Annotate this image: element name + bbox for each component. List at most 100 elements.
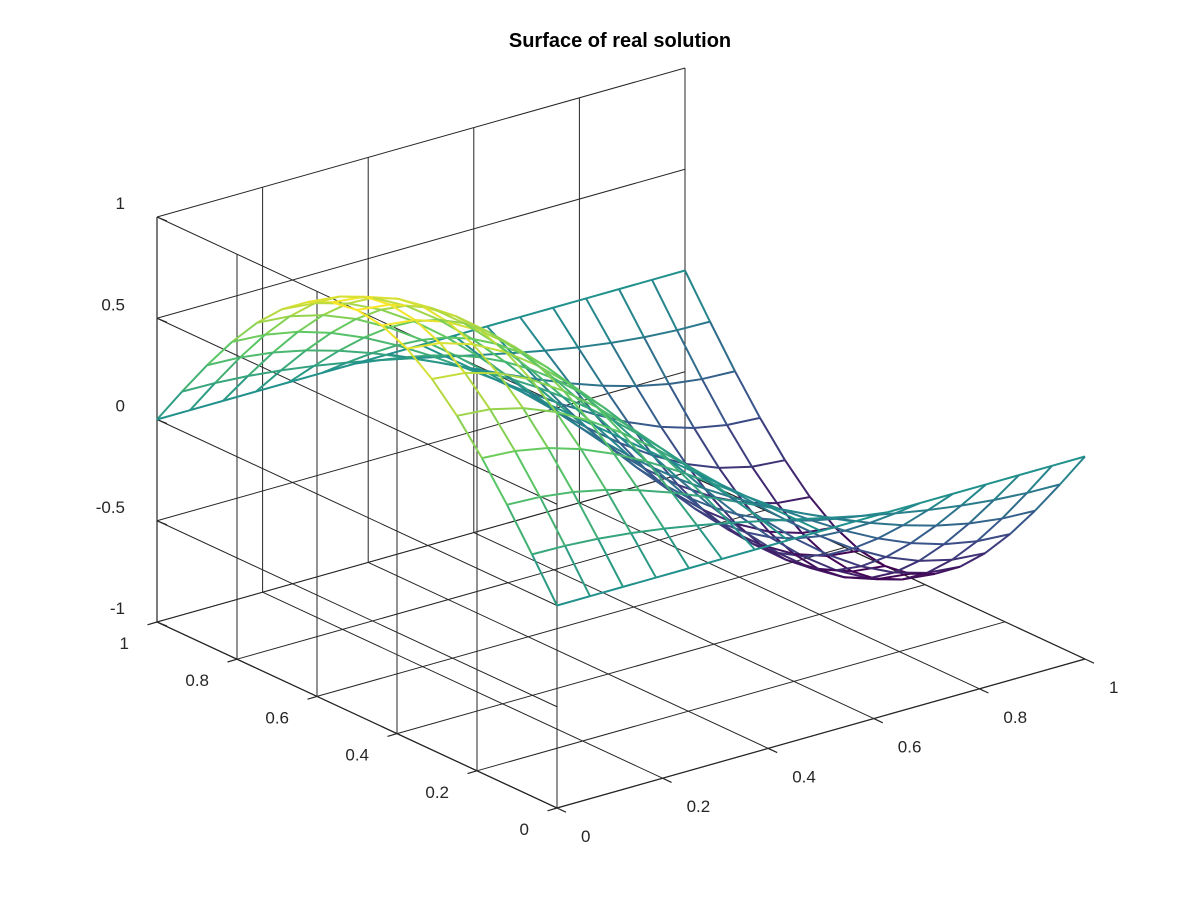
mesh-segment-y: [660, 426, 687, 465]
mesh-segment-y: [827, 547, 854, 556]
mesh-segment-y: [635, 385, 662, 428]
mesh-segment-x: [910, 542, 945, 546]
mesh-segment-y: [646, 460, 673, 494]
mesh-segment-y: [456, 415, 483, 459]
mesh-segment-x: [876, 572, 911, 581]
mesh-segment-x: [564, 537, 599, 547]
mesh-segment-x: [256, 315, 291, 324]
mesh-segment-y: [595, 425, 622, 439]
mesh-segment-y: [313, 349, 340, 367]
mesh-segment-x: [918, 558, 953, 562]
mesh-segment-y: [181, 364, 208, 393]
mesh-segment-x: [347, 302, 382, 311]
mesh-segment-x: [621, 431, 656, 450]
mesh-segment-x: [569, 382, 604, 387]
mesh-segment-x: [638, 489, 673, 494]
grid-line-z-right: [156, 67, 686, 218]
mesh-segment-x: [894, 509, 929, 515]
mesh-segment-x: [952, 483, 987, 495]
mesh-segment-x: [556, 595, 591, 607]
mesh-segment-x: [239, 351, 274, 359]
mesh-segment-x: [1001, 509, 1036, 520]
mesh-segment-y: [519, 316, 546, 352]
mesh-segment-x: [514, 447, 549, 452]
mesh-segment-x: [704, 495, 739, 503]
z-tick-label: 1: [116, 194, 125, 213]
mesh-segment-y: [926, 558, 953, 574]
mesh-segment-x: [827, 553, 862, 568]
mesh-segment-y: [726, 424, 753, 468]
mesh-segment-y: [297, 314, 324, 333]
mesh-segment-y: [868, 571, 895, 580]
mesh-segment-x: [627, 421, 662, 428]
mesh-segment-y: [596, 406, 623, 434]
mesh-segment-x: [861, 512, 896, 517]
x-tick-mark: [979, 688, 989, 694]
mesh-segment-x: [405, 304, 440, 321]
mesh-segment-y: [704, 496, 731, 524]
mesh-segment-y: [927, 492, 954, 511]
mesh-segment-y: [314, 295, 341, 305]
mesh-segment-y: [744, 531, 771, 539]
mesh-segment-y: [619, 442, 646, 470]
mesh-segment-x: [486, 316, 521, 328]
mesh-segment-x: [877, 537, 912, 545]
mesh-segment-y: [406, 348, 433, 380]
floor-edge-y: [156, 621, 558, 809]
mesh-segment-x: [844, 529, 879, 540]
mesh-segment-x: [630, 527, 665, 535]
mesh-segment-y: [663, 528, 690, 569]
grid-line-x-floor: [367, 561, 769, 749]
mesh-segment-y: [272, 331, 299, 354]
mesh-segment-x: [354, 353, 389, 365]
mesh-segment-y: [668, 383, 695, 429]
mesh-segment-x: [281, 302, 316, 311]
mesh-segment-y: [580, 448, 607, 491]
mesh-segment-y: [471, 337, 498, 345]
mesh-segment-x: [539, 491, 574, 498]
mesh-segment-y: [630, 532, 657, 579]
mesh-segment-y: [572, 491, 599, 540]
mesh-segment-y: [902, 509, 929, 527]
mesh-segment-y: [844, 521, 871, 532]
mesh-segment-x: [380, 308, 415, 323]
mesh-segment-x: [820, 520, 855, 532]
mesh-segment-y: [718, 467, 745, 504]
mesh-segment-x: [255, 381, 290, 393]
grid-line-y-floor: [236, 509, 766, 660]
y-tick-mark: [227, 658, 238, 663]
mesh-segment-y: [522, 407, 549, 449]
mesh-segment-y: [288, 365, 315, 384]
mesh-segment-x: [522, 407, 557, 414]
mesh-segment-x: [421, 338, 456, 357]
mesh-segment-y: [497, 372, 524, 409]
mesh-segment-x: [935, 522, 970, 527]
x-tick-labels: 0 0.2 0.4 0.6 0.8 1: [581, 678, 1118, 846]
mesh-segment-y: [539, 496, 566, 547]
mesh-segment-x: [497, 372, 532, 381]
mesh-segment-y: [612, 419, 639, 435]
mesh-segment-y: [686, 495, 713, 508]
mesh-segment-x: [231, 333, 266, 343]
mesh-segment-y: [389, 303, 416, 321]
mesh-segment-x: [595, 425, 630, 457]
mesh-segment-y: [993, 474, 1020, 501]
mesh-segment-x: [489, 407, 524, 411]
mesh-segment-y: [381, 324, 408, 350]
mesh-segment-y: [506, 504, 533, 555]
mesh-segment-y: [793, 553, 820, 571]
mesh-segment-x: [976, 533, 1011, 543]
mesh-segment-x: [637, 433, 672, 463]
mesh-segment-y: [960, 483, 987, 507]
mesh-segment-y: [289, 302, 316, 318]
mesh-segment-x: [495, 378, 530, 394]
mesh-segment-y: [512, 378, 539, 389]
mesh-segment-x: [677, 483, 712, 498]
y-tick-mark: [547, 807, 558, 812]
mesh-segment-x: [795, 516, 830, 521]
z-tick-label: -0.5: [96, 498, 125, 517]
mesh-segment-x: [297, 330, 332, 334]
mesh-segment-x: [264, 330, 299, 336]
mesh-segment-x: [206, 356, 241, 367]
mesh-segment-x: [222, 390, 257, 402]
